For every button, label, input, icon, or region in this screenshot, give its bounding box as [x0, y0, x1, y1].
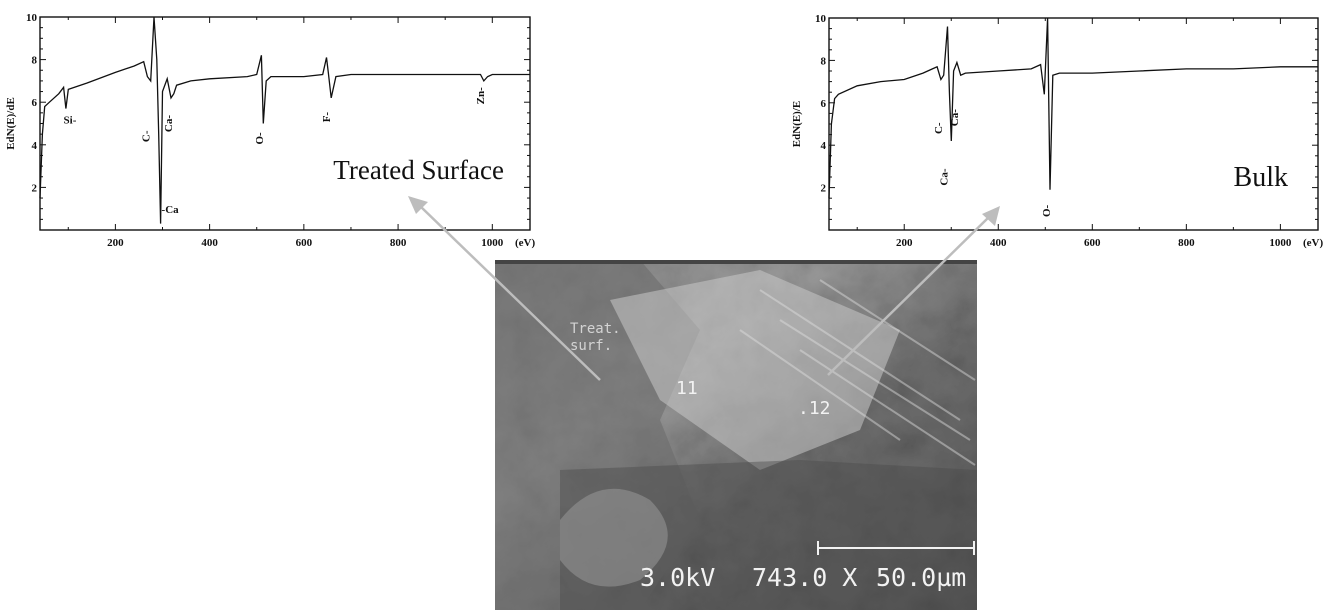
bulk-tick-labels: 200 400 600 800 1000 2 4 6 8 10: [815, 13, 1292, 249]
bulk-y-tick-label: 8: [821, 55, 827, 67]
treated-surface-y-tick-label: 8: [32, 55, 38, 67]
treated-surface-peak-label-4: O-: [254, 132, 266, 145]
arrowhead-bulk: [982, 206, 1000, 226]
treated-surface-x-tick-label: 800: [390, 237, 407, 249]
treated-surface-spectrum-line: [39, 16, 530, 224]
bulk-peak-label-0: C-: [933, 122, 945, 134]
sem-micrograph: 3.0kV 743.0 X 50.0µm 11 .12 Treat. surf.: [495, 260, 977, 610]
treated-surface-y-tick-label: 6: [32, 97, 38, 109]
treated-surface-peak-label-0: Si-: [64, 115, 77, 127]
arrow-to-treated-surface: [419, 205, 601, 381]
bulk-panel-label: Bulk: [1234, 162, 1288, 193]
sem-scale-label: 50.0µm: [876, 563, 966, 592]
treated-surface-x-tick-label: 200: [107, 237, 124, 249]
sem-overlay-text-1: Treat.: [570, 321, 621, 337]
sem-top-edge: [495, 260, 977, 264]
bulk-peak-label-2: Ca-: [938, 168, 950, 185]
bulk-peak-label-1: Ca-: [949, 109, 961, 126]
bulk-peak-label-3: O-: [1041, 204, 1053, 217]
bulk-x-tick-label: 800: [1178, 237, 1195, 249]
treated-surface-peak-label-2: -Ca: [162, 204, 180, 216]
treated-surface-peak-label-3: Ca-: [163, 115, 175, 132]
connector-arrows: [408, 196, 1000, 381]
sem-striations: [739, 279, 976, 466]
sem-bright-facet: [610, 270, 900, 470]
bulk-y-tick-label: 4: [821, 140, 827, 152]
bulk-y-tick-label: 10: [815, 13, 827, 25]
treated-surface-peak-label-5: F-: [321, 112, 333, 123]
bulk-ticks: [829, 18, 1318, 230]
bulk-x-tick-label: 200: [896, 237, 913, 249]
bulk-y-tick-label: 2: [821, 183, 827, 195]
treated-surface-peak-label-1: C-: [140, 130, 152, 142]
treated-surface-xlabel: (eV): [515, 237, 535, 249]
arrowhead-treated-surface: [408, 196, 428, 214]
bulk-y-tick-label: 6: [821, 98, 827, 110]
sem-overlay-text-2: surf.: [570, 338, 612, 354]
treated-surface-plot-frame: [39, 16, 531, 231]
treated-surface-x-tick-label: 1000: [481, 237, 504, 249]
treated-surface-chart: 200 400 600 800 1000 2 4 6 8 10 Si- C- -Ca Ca- O- F- Zn…: [5, 12, 535, 249]
sem-boulder: [560, 488, 668, 587]
sem-voltage: 3.0kV: [640, 563, 715, 592]
treated-surface-x-tick-label: 600: [296, 237, 313, 249]
arrow-to-bulk: [827, 215, 991, 376]
bulk-spectrum-line: [828, 17, 1318, 199]
bulk-x-tick-label: 400: [990, 237, 1007, 249]
sem-point-label-11: 11: [676, 378, 698, 399]
treated-surface-peak-label-6: Zn-: [475, 87, 487, 104]
treated-surface-y-tick-label: 10: [26, 12, 38, 24]
treated-surface-y-tick-label: 2: [32, 182, 38, 194]
bulk-plot-frame: [828, 17, 1319, 231]
bulk-chart: 200 400 600 800 1000 2 4 6 8 10 C- Ca- Ca- O- EdN(E)…: [791, 13, 1323, 249]
sem-scale-bar: [817, 541, 975, 555]
bulk-axes: [828, 17, 1319, 231]
treated-surface-ylabel: EdN(E)/dE: [5, 97, 17, 150]
bulk-peak-labels: C- Ca- Ca- O-: [933, 109, 1053, 217]
sem-point-label-12: .12: [798, 398, 831, 419]
treated-surface-tick-labels: 200 400 600 800 1000 2 4 6 8 10: [26, 12, 504, 249]
treated-surface-y-tick-label: 4: [32, 140, 38, 152]
treated-surface-axes: [39, 16, 531, 231]
treated-surface-ticks: [40, 17, 530, 230]
treated-surface-x-tick-label: 400: [201, 237, 218, 249]
bulk-x-tick-label: 600: [1084, 237, 1101, 249]
bulk-xlabel: (eV): [1303, 237, 1323, 249]
bulk-x-tick-label: 1000: [1269, 237, 1292, 249]
sem-dark-lower-region: [560, 460, 977, 610]
bulk-ylabel: EdN(E)/E: [791, 101, 803, 147]
sem-magnification: 743.0 X: [752, 563, 857, 592]
treated-surface-panel-label: Treated Surface: [333, 155, 504, 185]
treated-surface-peak-labels: Si- C- -Ca Ca- O- F- Zn-: [64, 87, 487, 216]
